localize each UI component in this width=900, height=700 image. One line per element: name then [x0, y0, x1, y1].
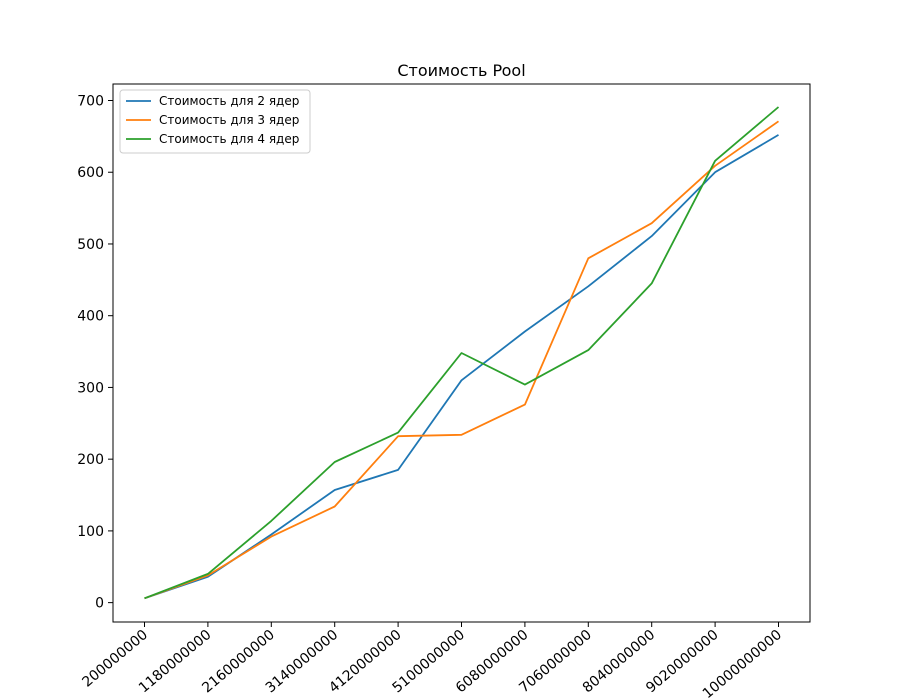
y-tick-label: 600 [77, 165, 104, 181]
y-tick-label: 300 [77, 380, 104, 396]
y-tick-label: 100 [77, 524, 104, 540]
series-layer [144, 106, 780, 600]
legend-label: Стоимость для 2 ядер [159, 94, 299, 108]
y-axis: 0 100 200 300 400 500 600 700 [77, 93, 113, 612]
chart-title: Стоимость Pool [397, 61, 525, 80]
series-line-3-cores [144, 120, 780, 600]
plot-frame [112, 83, 811, 623]
legend-label: Стоимость для 3 ядер [159, 113, 299, 127]
series-line-4-cores [144, 106, 780, 600]
y-tick-label: 0 [95, 596, 104, 612]
y-tick-label: 200 [77, 452, 104, 468]
y-tick-label: 400 [77, 309, 104, 325]
legend-box [119, 89, 311, 154]
y-tick-label: 500 [77, 237, 104, 253]
legend-label: Стоимость для 4 ядер [159, 132, 299, 146]
legend: Стоимость для 2 ядер Стоимость для 3 ядер… [119, 89, 311, 154]
y-tick-label: 700 [77, 93, 104, 109]
